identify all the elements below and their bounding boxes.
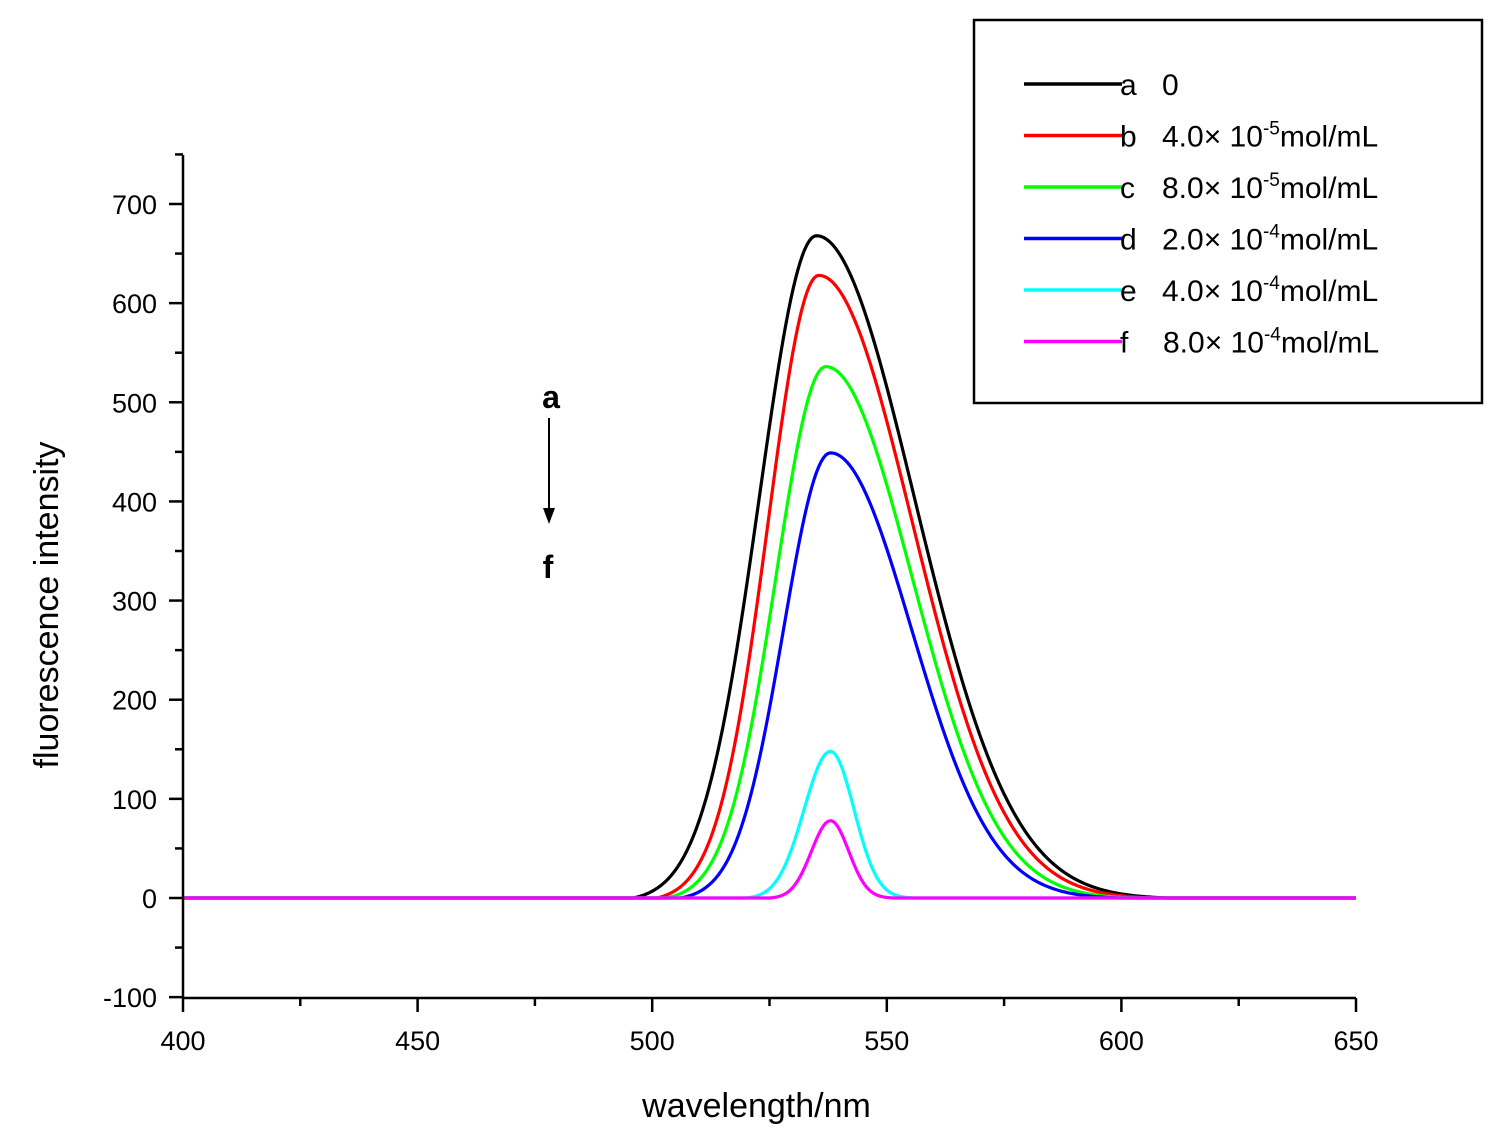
- x-tick-label: 400: [160, 1026, 205, 1056]
- legend-letter: e: [1120, 275, 1137, 308]
- legend-letter: c: [1120, 172, 1135, 205]
- series-line-c: [183, 364, 1356, 900]
- y-tick-label: 100: [112, 785, 157, 815]
- legend-unit: mol/mL: [1281, 327, 1379, 360]
- legend-superscript: -5: [1263, 119, 1280, 140]
- y-tick-label: 0: [142, 884, 157, 914]
- legend-value: 2.0× 10: [1162, 224, 1263, 257]
- y-tick-label: 600: [112, 289, 157, 319]
- x-tick-label: 500: [630, 1026, 675, 1056]
- legend-label-d: d 2.0× 10-4mol/mL: [1120, 222, 1378, 257]
- legend-superscript: -4: [1263, 222, 1280, 243]
- annotation-group: af: [542, 379, 560, 585]
- y-tick-label: 200: [112, 686, 157, 716]
- legend-value: 0: [1162, 69, 1179, 102]
- legend-superscript: -4: [1263, 273, 1280, 294]
- legend-group: a 0b 4.0× 10-5mol/mLc 8.0× 10-5mol/mLd 2.0× …: [972, 18, 1484, 405]
- legend-unit: mol/mL: [1280, 172, 1378, 205]
- legend-unit: mol/mL: [1280, 275, 1378, 308]
- y-tick-label: 700: [112, 190, 157, 220]
- y-axis-title: fluorescence intensity: [28, 442, 66, 769]
- series-line-f: [183, 819, 1356, 900]
- y-tick-label: -100: [103, 983, 157, 1013]
- x-tick-label: 600: [1099, 1026, 1144, 1056]
- legend-unit: mol/mL: [1280, 224, 1378, 257]
- legend-letter: f: [1120, 327, 1129, 360]
- legend-superscript: -4: [1264, 325, 1281, 346]
- legend-label-c: c 8.0× 10-5mol/mL: [1120, 170, 1378, 205]
- y-tick-label: 300: [112, 587, 157, 617]
- annotation-arrow-head: [543, 508, 555, 524]
- legend-value: 8.0× 10: [1163, 327, 1264, 360]
- legend-letter: a: [1120, 69, 1137, 102]
- series-group: [183, 234, 1356, 900]
- legend-label-f: f 8.0× 10-4mol/mL: [1120, 325, 1379, 360]
- legend-label-b: b 4.0× 10-5mol/mL: [1120, 119, 1378, 154]
- series-line-e: [183, 749, 1356, 900]
- legend-value: 4.0× 10: [1162, 121, 1263, 154]
- legend-letter: b: [1120, 121, 1137, 154]
- legend-value: 8.0× 10: [1162, 172, 1263, 205]
- y-tick-label: 400: [112, 487, 157, 517]
- x-tick-label: 550: [864, 1026, 909, 1056]
- axes-group: 400 450 500 550 600 650 -100 0 100 200 300 400 500 60…: [28, 153, 1379, 1125]
- legend-unit: mol/mL: [1280, 121, 1378, 154]
- legend-letter: d: [1120, 224, 1137, 257]
- legend-value: 4.0× 10: [1162, 275, 1263, 308]
- legend-label-e: e 4.0× 10-4mol/mL: [1120, 273, 1378, 308]
- legend-superscript: -5: [1263, 170, 1280, 191]
- annotation-label-top: a: [542, 379, 560, 415]
- x-axis-title: wavelength/nm: [641, 1087, 871, 1125]
- annotation-label-bottom: f: [543, 549, 554, 585]
- x-tick-label: 450: [395, 1026, 440, 1056]
- x-tick-label: 650: [1333, 1026, 1378, 1056]
- y-tick-label: 500: [112, 388, 157, 418]
